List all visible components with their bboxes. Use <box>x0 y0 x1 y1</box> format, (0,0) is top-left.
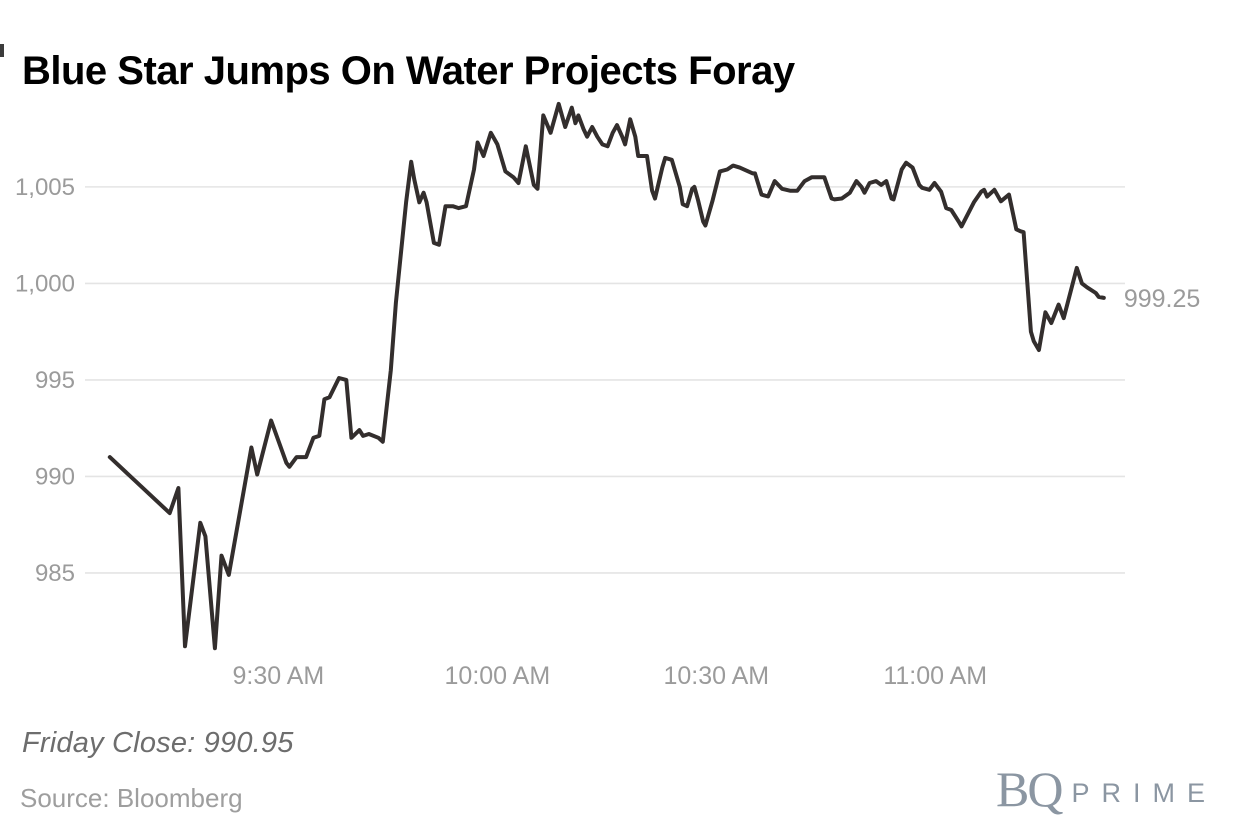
friday-close-note: Friday Close: 990.95 <box>22 727 294 759</box>
x-tick-label: 10:30 AM <box>663 662 769 690</box>
last-price-label: 999.25 <box>1124 285 1200 313</box>
y-tick-label: 985 <box>35 560 75 587</box>
price-series-line <box>107 101 1106 651</box>
prime-wordmark: PRIME <box>1071 778 1217 808</box>
x-tick-label: 11:00 AM <box>883 662 987 690</box>
y-tick-label: 1,005 <box>15 174 75 201</box>
chart-title: Blue Star Jumps On Water Projects Foray <box>22 48 795 93</box>
y-tick-label: 990 <box>35 463 75 490</box>
y-tick-label: 1,000 <box>15 270 75 297</box>
x-tick-label: 10:00 AM <box>445 662 551 690</box>
bqprime-logo: BQ PRIME <box>996 764 1217 814</box>
x-tick-label: 9:30 AM <box>233 662 325 690</box>
y-tick-label: 995 <box>35 367 75 394</box>
source-credit: Source: Bloomberg <box>20 783 243 813</box>
edge-artifact <box>0 44 4 57</box>
bq-logo-serif: BQ <box>996 761 1063 817</box>
